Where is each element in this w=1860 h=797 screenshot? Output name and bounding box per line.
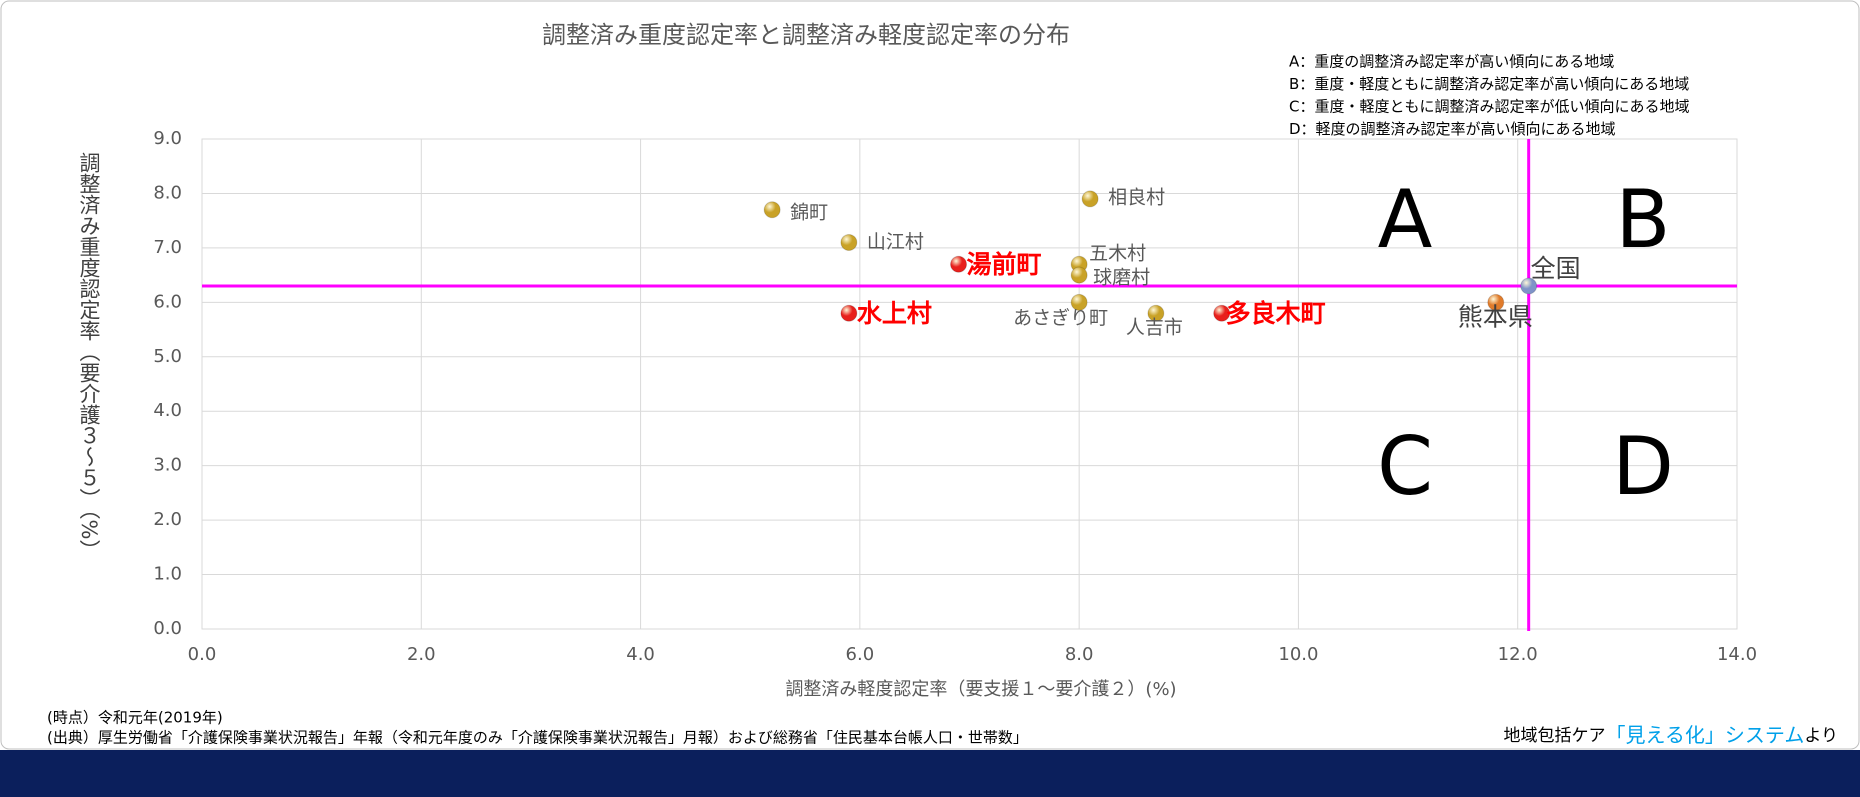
y-axis-label: 調整済み重度認定率（要介護３～５）（%） bbox=[77, 152, 101, 560]
point-label: 人吉市 bbox=[1126, 317, 1183, 339]
y-tick-label: 4.0 bbox=[153, 400, 182, 421]
footer-bar bbox=[0, 750, 1860, 797]
source-highlight: 「見える化」システム bbox=[1606, 723, 1805, 747]
point bbox=[1213, 304, 1231, 322]
point bbox=[1070, 266, 1088, 284]
quadrant-label: A bbox=[1378, 173, 1433, 266]
source-suffix: より bbox=[1804, 726, 1838, 746]
note: (時点）令和元年(2019年) bbox=[47, 709, 223, 727]
y-tick-label: 2.0 bbox=[153, 509, 182, 530]
frame bbox=[0, 0, 1860, 750]
source: 地域包括ケア「見える化」システムより bbox=[1504, 723, 1838, 747]
point bbox=[763, 201, 781, 219]
point-label: 全国 bbox=[1531, 254, 1581, 283]
legend-item: D：軽度の調整済み認定率が高い傾向にある地域 bbox=[1289, 120, 1616, 138]
y-tick-label: 7.0 bbox=[153, 237, 182, 258]
point bbox=[1081, 190, 1099, 208]
legend-item: C：重度・軽度ともに調整済み認定率が低い傾向にある地域 bbox=[1289, 98, 1689, 116]
y-tick-label: 9.0 bbox=[153, 128, 182, 149]
point-label: 相良村 bbox=[1108, 186, 1165, 208]
y-tick-label: 8.0 bbox=[153, 182, 182, 203]
y-tick-label: 3.0 bbox=[153, 455, 182, 476]
quadrant-label: B bbox=[1616, 173, 1671, 266]
x-tick-label: 0.0 bbox=[188, 644, 217, 665]
quadrant-label: C bbox=[1377, 420, 1433, 513]
x-tick-label: 2.0 bbox=[407, 644, 436, 665]
chart-title: 調整済み重度認定率と調整済み軽度認定率の分布 bbox=[542, 21, 1070, 49]
x-tick-label: 12.0 bbox=[1498, 644, 1538, 665]
x-tick-label: 14.0 bbox=[1717, 644, 1757, 665]
point bbox=[840, 233, 858, 251]
y-tick-label: 5.0 bbox=[153, 346, 182, 367]
point-label: 錦町 bbox=[790, 201, 828, 223]
quadrant-label: D bbox=[1612, 420, 1674, 513]
y-tick-label: 0.0 bbox=[153, 618, 182, 639]
point-label: 山江村 bbox=[867, 231, 924, 253]
note: (出典）厚生労働省「介護保険事業状況報告」年報（令和元年度のみ「介護保険事業状況… bbox=[47, 729, 1028, 747]
point-label: 水上村 bbox=[857, 299, 932, 328]
y-tick-label: 6.0 bbox=[153, 291, 182, 312]
x-axis-label: 調整済み軽度認定率（要支援１～要介護２）(%) bbox=[785, 679, 1176, 700]
x-tick-label: 8.0 bbox=[1065, 644, 1094, 665]
point-label: 五木村 bbox=[1089, 243, 1146, 265]
point bbox=[950, 255, 968, 273]
legend-item: A：重度の調整済み認定率が高い傾向にある地域 bbox=[1289, 53, 1614, 71]
point bbox=[1070, 293, 1088, 311]
point bbox=[1520, 277, 1538, 295]
point bbox=[1487, 293, 1505, 311]
x-tick-label: 6.0 bbox=[846, 644, 875, 665]
y-tick-label: 1.0 bbox=[153, 564, 182, 585]
point-label: 湯前町 bbox=[967, 250, 1042, 279]
legend-item: B：重度・軽度ともに調整済み認定率が高い傾向にある地域 bbox=[1289, 75, 1689, 93]
source-prefix: 地域包括ケア bbox=[1504, 726, 1606, 746]
point bbox=[1147, 304, 1165, 322]
x-tick-label: 10.0 bbox=[1278, 644, 1318, 665]
point-label: 多良木町 bbox=[1226, 299, 1326, 328]
point bbox=[840, 304, 858, 322]
point-label: あさぎり町 bbox=[1013, 307, 1108, 329]
point-label: 熊本県 bbox=[1458, 302, 1533, 331]
x-tick-label: 4.0 bbox=[626, 644, 655, 665]
point-label: 球磨村 bbox=[1093, 267, 1150, 289]
